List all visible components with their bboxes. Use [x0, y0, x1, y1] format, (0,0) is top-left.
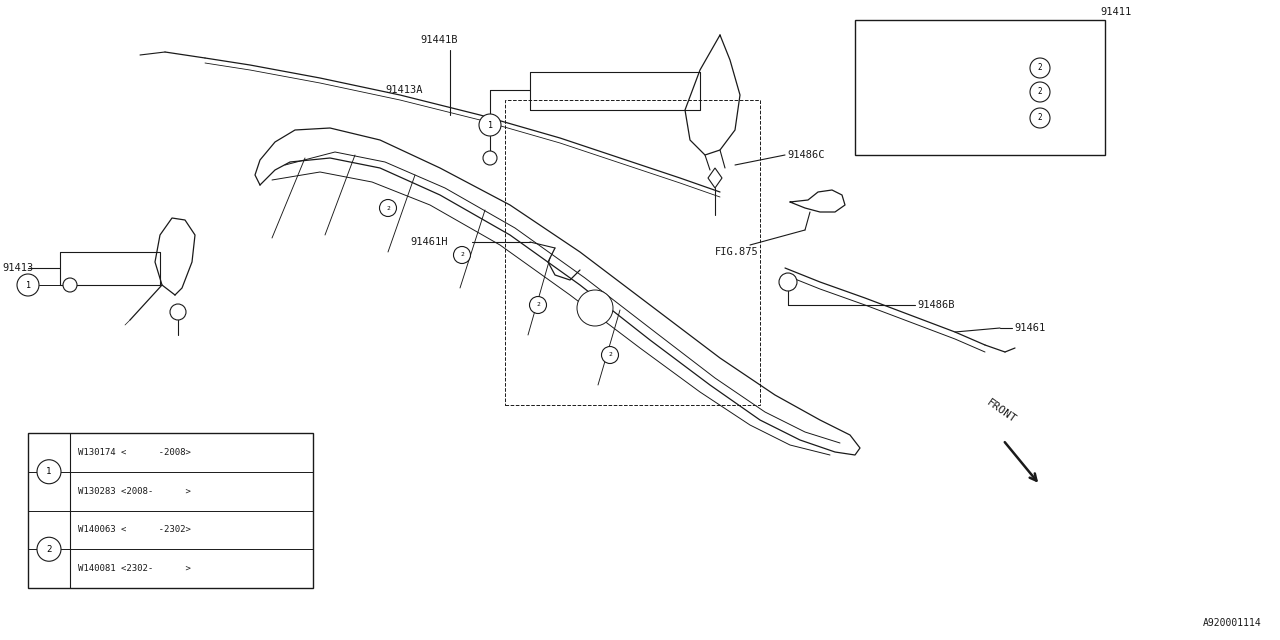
Text: A920001114: A920001114 — [1203, 618, 1262, 628]
Circle shape — [780, 273, 797, 291]
Text: W130283 <2008-      >: W130283 <2008- > — [78, 486, 191, 495]
Circle shape — [479, 114, 500, 136]
Text: W140063 <      -2302>: W140063 < -2302> — [78, 525, 191, 534]
Circle shape — [453, 246, 471, 264]
Bar — [506, 100, 760, 405]
Circle shape — [63, 278, 77, 292]
Text: 2: 2 — [46, 545, 51, 554]
Circle shape — [1030, 82, 1050, 102]
Circle shape — [1030, 58, 1050, 78]
Circle shape — [37, 537, 61, 561]
Text: 2: 2 — [1038, 113, 1042, 122]
Text: 91461: 91461 — [1014, 323, 1046, 333]
Circle shape — [1030, 108, 1050, 128]
Text: 2: 2 — [536, 303, 540, 307]
Circle shape — [483, 151, 497, 165]
Text: 2: 2 — [1038, 63, 1042, 72]
Text: 91441B: 91441B — [420, 35, 457, 45]
Text: FIG.875: FIG.875 — [716, 247, 759, 257]
Text: 91413: 91413 — [3, 263, 33, 273]
Circle shape — [602, 346, 618, 364]
Text: 2: 2 — [1038, 88, 1042, 97]
Circle shape — [379, 200, 397, 216]
Text: 91411: 91411 — [1100, 7, 1132, 17]
Text: 1: 1 — [46, 467, 51, 476]
Bar — [28, 433, 314, 588]
Text: W130174 <      -2008>: W130174 < -2008> — [78, 448, 191, 457]
Bar — [855, 20, 1105, 155]
Text: 91486B: 91486B — [916, 300, 955, 310]
Text: 2: 2 — [387, 205, 390, 211]
Circle shape — [577, 290, 613, 326]
Circle shape — [170, 304, 186, 320]
Text: W140081 <2302-      >: W140081 <2302- > — [78, 564, 191, 573]
Text: 2: 2 — [460, 253, 463, 257]
Circle shape — [17, 274, 38, 296]
Text: 91486C: 91486C — [787, 150, 824, 160]
Circle shape — [530, 296, 547, 314]
Text: 91413A: 91413A — [385, 85, 422, 95]
Text: FRONT: FRONT — [986, 397, 1019, 425]
Text: 91461H: 91461H — [410, 237, 448, 247]
Circle shape — [37, 460, 61, 484]
Text: 1: 1 — [26, 280, 31, 289]
Text: 2: 2 — [608, 353, 612, 358]
Text: 1: 1 — [488, 120, 493, 129]
